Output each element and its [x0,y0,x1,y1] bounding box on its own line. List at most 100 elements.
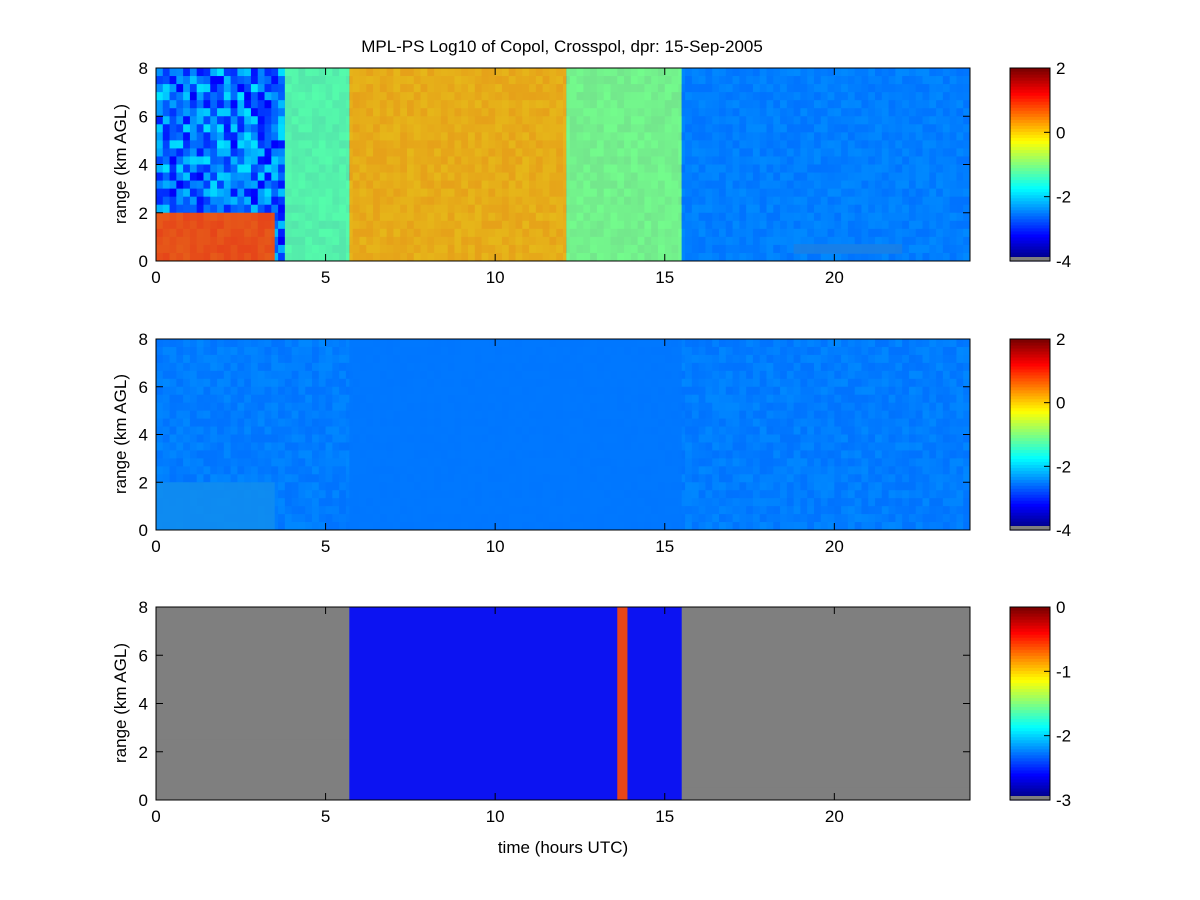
heatmap-cell [156,196,164,206]
colorbar-segment [1010,176,1050,181]
x-tick-label: 15 [655,268,674,287]
colorbar-segment [1010,68,1050,72]
heatmap-cell [271,172,279,182]
heatmap-cell [183,116,191,125]
heatmap-cell [237,124,245,133]
heatmap-cell [217,84,225,93]
heatmap-cell [169,124,177,133]
heatmap-cell [244,180,252,190]
heatmap-cell [237,188,245,198]
heatmap-cell [203,172,211,182]
heatmap-cell [196,92,204,101]
heatmap-cell [257,180,266,190]
heatmap-cell [210,84,218,93]
heatmap-cell [176,156,184,165]
heatmap-cell [183,204,191,214]
heatmap-cell [196,116,204,125]
heatmap-cell [162,116,171,125]
heatmap-cell [183,196,191,206]
heatmap-cell [203,204,211,214]
heatmap-cell [210,116,218,125]
colorbar-segment [1010,170,1050,175]
heatmap-cell [237,164,245,174]
heatmap-cell [217,92,225,101]
heatmap-cell [250,156,259,165]
heatmap-cell [223,156,232,165]
heatmap-cell [250,188,259,198]
heatmap-cell [162,148,171,157]
heatmap-cell [183,124,191,133]
y-tick-label: 6 [139,107,148,126]
heatmap-cell [237,84,245,93]
heatmap-cell [196,132,204,141]
colorbar-segment [1010,185,1050,190]
heatmap-cell [210,124,218,133]
heatmap-cell [257,76,266,85]
heatmap-cell [271,156,279,165]
heatmap-cell [264,132,272,141]
heatmap-cell [183,180,191,190]
colorbar-segment [1010,125,1050,129]
colorbar-segment [1010,101,1050,105]
heatmap-cell [278,108,286,117]
heatmap-cell [189,84,198,93]
heatmap-cell [271,188,279,198]
heatmap-cell [257,196,266,206]
heatmap-cell [210,68,218,77]
colorbar-segment [1010,161,1050,166]
heatmap-cell [257,108,266,117]
heatmap-cell [176,124,184,133]
heatmap-cell [278,228,286,238]
heatmap-cell [237,180,245,190]
heatmap-cell [196,68,204,77]
heatmap-cell [176,100,184,109]
heatmap-cell [264,116,272,125]
heatmap-feature [681,68,970,261]
heatmap-cell [244,156,252,165]
heatmap-cell [244,76,252,85]
heatmap-cell [210,148,218,157]
colorbar-tick-label: -2 [1056,188,1071,207]
heatmap-cell [189,76,198,85]
colorbar-segment [1010,149,1050,154]
heatmap-cell [169,108,177,117]
heatmap-cell [169,204,177,214]
heatmap-cell [156,92,164,101]
colorbar-segment [1010,191,1050,196]
heatmap-cell [217,140,225,149]
heatmap-cell [237,204,245,214]
heatmap-cell [230,196,238,206]
heatmap-cell [196,196,204,206]
heatmap-cell [196,100,204,109]
y-axis-label: range (km AGL) [111,104,130,224]
heatmap-cell [264,76,272,85]
colorbar-segment [1010,140,1050,144]
heatmap-cell [271,132,279,141]
heatmap-cell [264,124,272,133]
heatmap-cell [169,164,177,174]
heatmap-cell [250,140,259,149]
colorbar-segment [1010,179,1050,184]
heatmap-cell [196,156,204,165]
colorbar-segment [1010,236,1050,241]
heatmap-cell [230,100,238,109]
colorbar-segment [1010,92,1050,96]
heatmap-cell [210,108,218,117]
heatmap-cell [271,196,279,206]
heatmap-cell [230,68,238,77]
heatmap-cell [210,140,218,149]
colorbar-segment [1010,155,1050,160]
heatmap-cell [250,108,259,117]
heatmap-cell [230,108,238,117]
heatmap-cell [162,108,171,117]
heatmap-cell [264,156,272,165]
heatmap-cell [183,140,191,149]
heatmap-cell [203,124,211,133]
colorbar-segment [1010,110,1050,114]
heatmap-cell [183,188,191,198]
heatmap-cell [210,156,218,165]
heatmap-cell [278,236,286,246]
heatmap-cell [244,164,252,174]
heatmap-cell [203,76,211,85]
